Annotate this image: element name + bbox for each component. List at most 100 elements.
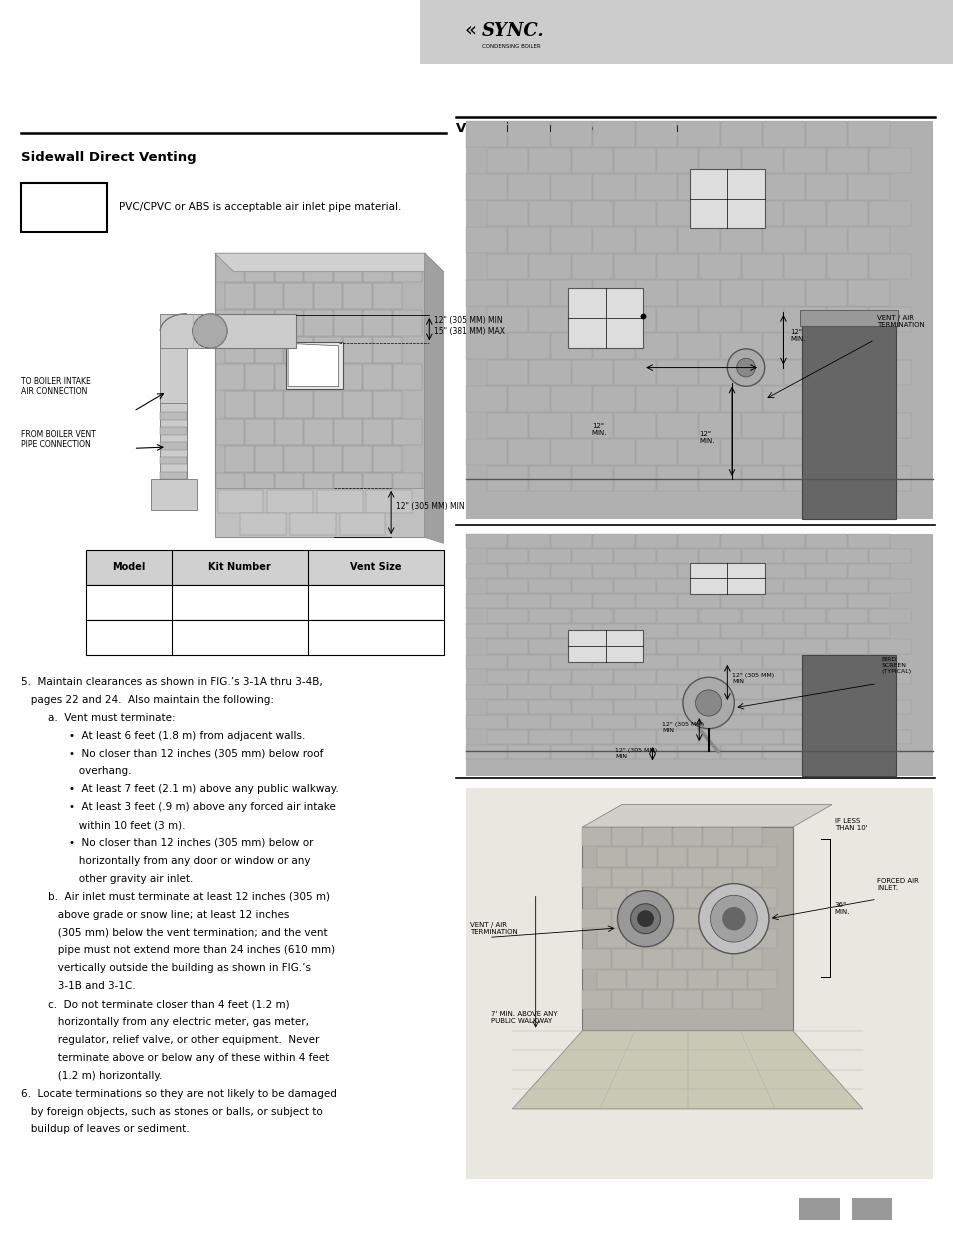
Bar bbox=[214, 488, 424, 537]
Bar bbox=[687, 969, 716, 989]
Bar bbox=[343, 391, 372, 417]
Bar bbox=[225, 500, 253, 526]
Bar bbox=[343, 337, 372, 363]
Bar bbox=[550, 333, 592, 358]
Bar bbox=[581, 868, 611, 887]
Bar bbox=[366, 490, 412, 513]
Bar bbox=[826, 609, 867, 624]
Bar bbox=[851, 1198, 891, 1220]
Bar bbox=[635, 174, 677, 200]
Bar bbox=[826, 579, 867, 593]
Bar bbox=[597, 847, 626, 867]
Text: •  At least 3 feet (.9 m) above any forced air intake: • At least 3 feet (.9 m) above any force… bbox=[69, 803, 335, 813]
Bar bbox=[254, 391, 283, 417]
Bar bbox=[160, 314, 215, 348]
Bar bbox=[486, 359, 528, 385]
Bar bbox=[529, 200, 570, 226]
Bar bbox=[225, 283, 253, 309]
Bar bbox=[804, 625, 846, 638]
Text: 12" (305 MM)
MIN: 12" (305 MM) MIN bbox=[731, 673, 773, 684]
Bar bbox=[363, 310, 392, 336]
Bar bbox=[593, 174, 634, 200]
Bar bbox=[720, 333, 761, 358]
Bar bbox=[550, 280, 592, 305]
Bar bbox=[699, 730, 740, 745]
Bar bbox=[581, 990, 611, 1009]
Bar bbox=[762, 655, 803, 668]
Bar bbox=[571, 466, 613, 492]
Bar bbox=[747, 929, 776, 948]
Bar bbox=[720, 440, 761, 464]
Bar bbox=[286, 342, 343, 389]
Bar bbox=[508, 594, 549, 608]
Bar bbox=[678, 387, 719, 411]
Bar bbox=[732, 950, 760, 968]
Bar bbox=[741, 730, 782, 745]
Text: Vent/Air Termination – Sidewall: Vent/Air Termination – Sidewall bbox=[456, 121, 689, 135]
Bar bbox=[508, 280, 549, 305]
Text: 12" (305 MM) MIN: 12" (305 MM) MIN bbox=[395, 501, 464, 511]
Bar bbox=[274, 364, 303, 390]
Bar bbox=[550, 440, 592, 464]
Bar bbox=[550, 534, 592, 547]
Bar bbox=[581, 950, 611, 968]
Bar bbox=[373, 283, 401, 309]
Bar bbox=[804, 715, 846, 729]
Bar bbox=[868, 306, 910, 332]
Bar bbox=[741, 700, 782, 714]
Bar bbox=[571, 359, 613, 385]
Bar bbox=[465, 280, 506, 305]
Bar bbox=[614, 359, 655, 385]
Bar bbox=[847, 227, 888, 253]
Bar bbox=[678, 534, 719, 547]
Bar bbox=[847, 440, 888, 464]
Circle shape bbox=[193, 314, 227, 348]
Text: pages 22 and 24.  Also maintain the following:: pages 22 and 24. Also maintain the follo… bbox=[21, 695, 274, 705]
Bar bbox=[304, 364, 333, 390]
Bar bbox=[678, 227, 719, 253]
Bar bbox=[465, 227, 506, 253]
Bar bbox=[486, 306, 528, 332]
Bar bbox=[804, 684, 846, 699]
Bar bbox=[612, 868, 640, 887]
Bar bbox=[465, 333, 506, 358]
Text: pipe must not extend more than 24 inches (610 mm): pipe must not extend more than 24 inches… bbox=[48, 946, 335, 956]
Text: 6.  Locate terminations so they are not likely to be damaged: 6. Locate terminations so they are not l… bbox=[21, 1089, 336, 1099]
Bar bbox=[635, 280, 677, 305]
Bar bbox=[304, 419, 333, 445]
Bar bbox=[678, 625, 719, 638]
Circle shape bbox=[617, 890, 673, 947]
Text: horizontally from any door or window or any: horizontally from any door or window or … bbox=[69, 856, 310, 866]
Polygon shape bbox=[424, 253, 443, 543]
Bar bbox=[641, 950, 671, 968]
Bar bbox=[290, 513, 335, 535]
Polygon shape bbox=[581, 805, 831, 827]
Bar bbox=[593, 655, 634, 668]
Bar bbox=[826, 466, 867, 492]
Bar bbox=[486, 640, 528, 653]
Bar bbox=[550, 563, 592, 578]
Bar bbox=[215, 310, 244, 336]
Bar bbox=[465, 440, 506, 464]
Bar bbox=[160, 472, 187, 479]
Bar bbox=[678, 655, 719, 668]
Text: «: « bbox=[464, 20, 476, 40]
Bar bbox=[363, 419, 392, 445]
Text: c.  Do not terminate closer than 4 feet (1.2 m): c. Do not terminate closer than 4 feet (… bbox=[48, 999, 289, 1009]
Bar bbox=[612, 827, 640, 846]
Bar bbox=[717, 969, 746, 989]
Bar bbox=[732, 909, 760, 927]
Bar bbox=[254, 446, 283, 472]
Bar bbox=[847, 746, 888, 760]
Bar bbox=[741, 579, 782, 593]
Bar bbox=[597, 969, 626, 989]
Circle shape bbox=[699, 883, 768, 953]
Bar bbox=[799, 1198, 839, 1220]
Bar bbox=[783, 700, 825, 714]
Bar bbox=[689, 563, 764, 594]
Bar bbox=[508, 655, 549, 668]
Bar bbox=[581, 827, 792, 1031]
Bar bbox=[804, 655, 846, 668]
Bar bbox=[571, 548, 613, 563]
Bar bbox=[826, 669, 867, 684]
